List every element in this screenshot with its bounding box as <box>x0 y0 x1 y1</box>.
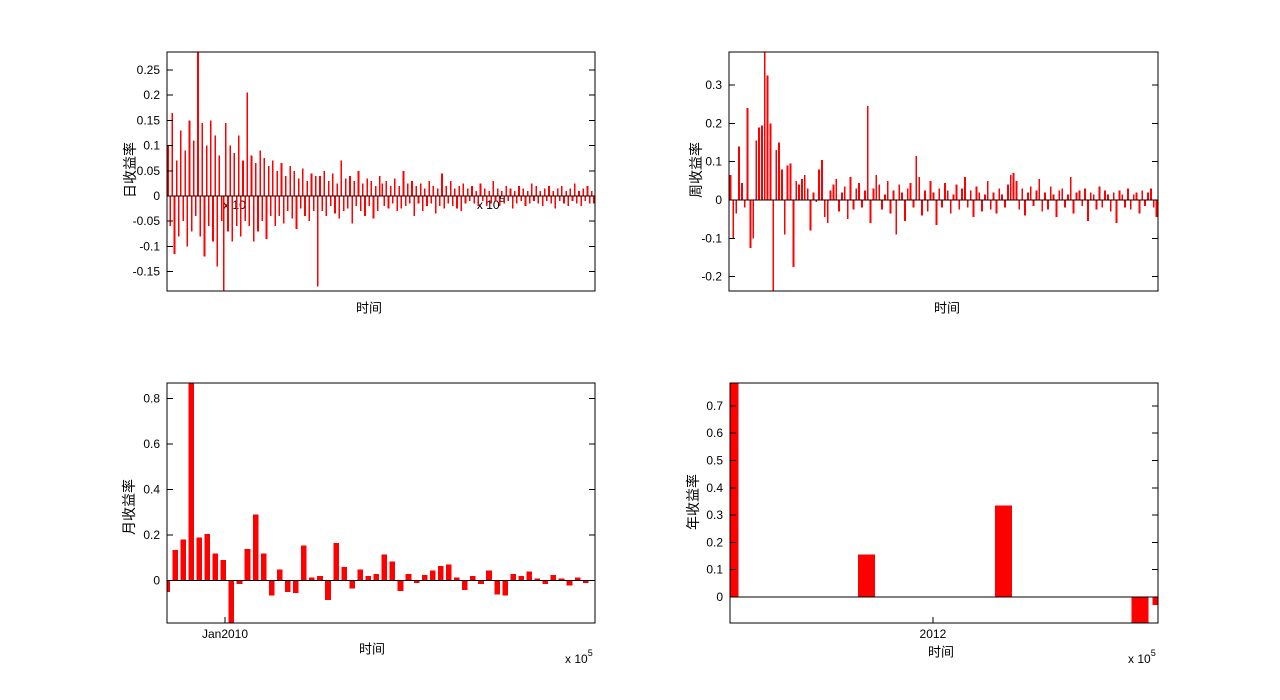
y-tick-label: 0.05 <box>137 164 161 178</box>
subplot-annual: 0.7 0.6 0.5 0.4 0.3 0.2 0.1 0 2012 x 105 <box>706 382 1159 666</box>
y-tick-label: 0.6 <box>143 437 160 451</box>
annual-xlabel: 时间 <box>927 644 955 660</box>
axes-frame <box>728 51 1159 292</box>
daily-bars <box>167 52 595 291</box>
y-tick-label: 0.1 <box>706 563 723 577</box>
monthly-xlabel: 时间 <box>358 641 386 657</box>
y-tick-label: -0.2 <box>701 270 722 284</box>
y-tick-label: 0.2 <box>143 528 160 542</box>
y-tick-label: 0.2 <box>143 88 160 102</box>
axis-exponent-label: x 105 <box>565 648 593 666</box>
y-tick-label: -0.15 <box>133 265 161 279</box>
y-tick-label: 0.4 <box>143 483 160 497</box>
monthly-ylabel: 月收益率 <box>121 479 137 535</box>
y-tick-label: 0.3 <box>705 78 722 92</box>
axis-exponent-label: x 105 <box>1128 648 1156 666</box>
y-tick-label: 0.1 <box>705 155 722 169</box>
x-tick-label: Jan2010 <box>202 627 248 641</box>
weekly-xlabel: 时间 <box>933 300 961 316</box>
y-tick-label: -0.1 <box>139 239 160 253</box>
inner-exponent-annotation: x 10 <box>223 198 246 212</box>
axes-frame <box>729 382 1159 624</box>
y-tick-label: 0.1 <box>143 139 160 153</box>
axes-frame <box>166 382 596 624</box>
annual-bars <box>730 383 1158 623</box>
subplot-monthly: 0.8 0.6 0.4 0.2 0 Jan2010 x 105 <box>143 382 596 666</box>
weekly-ylabel: 周收益率 <box>688 142 704 198</box>
y-tick-label: 0.5 <box>706 454 723 468</box>
y-tick-label: 0.25 <box>137 63 161 77</box>
y-tick-label: 0 <box>716 590 723 604</box>
y-tick-label: 0.2 <box>705 116 722 130</box>
axes-frame <box>166 51 596 292</box>
y-tick-label: 0.6 <box>706 426 723 440</box>
weekly-bars <box>729 52 1158 291</box>
y-tick-label: -0.1 <box>701 231 722 245</box>
x-tick-label: 2012 <box>920 627 947 641</box>
annual-ylabel: 年收益率 <box>685 474 701 530</box>
y-tick-label: 0 <box>153 574 160 588</box>
daily-ylabel: 日收益率 <box>122 142 138 198</box>
y-tick-label: 0 <box>715 193 722 207</box>
y-tick-label: 0 <box>153 189 160 203</box>
subplot-daily: x 10 x 1050.250.20.150.10.050-0.05-0.1-0.… <box>133 51 596 292</box>
subplot-weekly: 0.3 0.2 0.1 0 -0.1 -0.2 <box>701 51 1159 292</box>
y-tick-label: -0.05 <box>133 214 161 228</box>
y-tick-label: 0.7 <box>706 399 723 413</box>
y-tick-label: 0.8 <box>143 391 160 405</box>
daily-xlabel: 时间 <box>355 300 383 316</box>
monthly-bars <box>167 383 589 623</box>
y-tick-label: 0.4 <box>706 481 723 495</box>
y-tick-label: 0.3 <box>706 508 723 522</box>
y-tick-label: 0.2 <box>706 535 723 549</box>
y-tick-label: 0.15 <box>137 113 161 127</box>
